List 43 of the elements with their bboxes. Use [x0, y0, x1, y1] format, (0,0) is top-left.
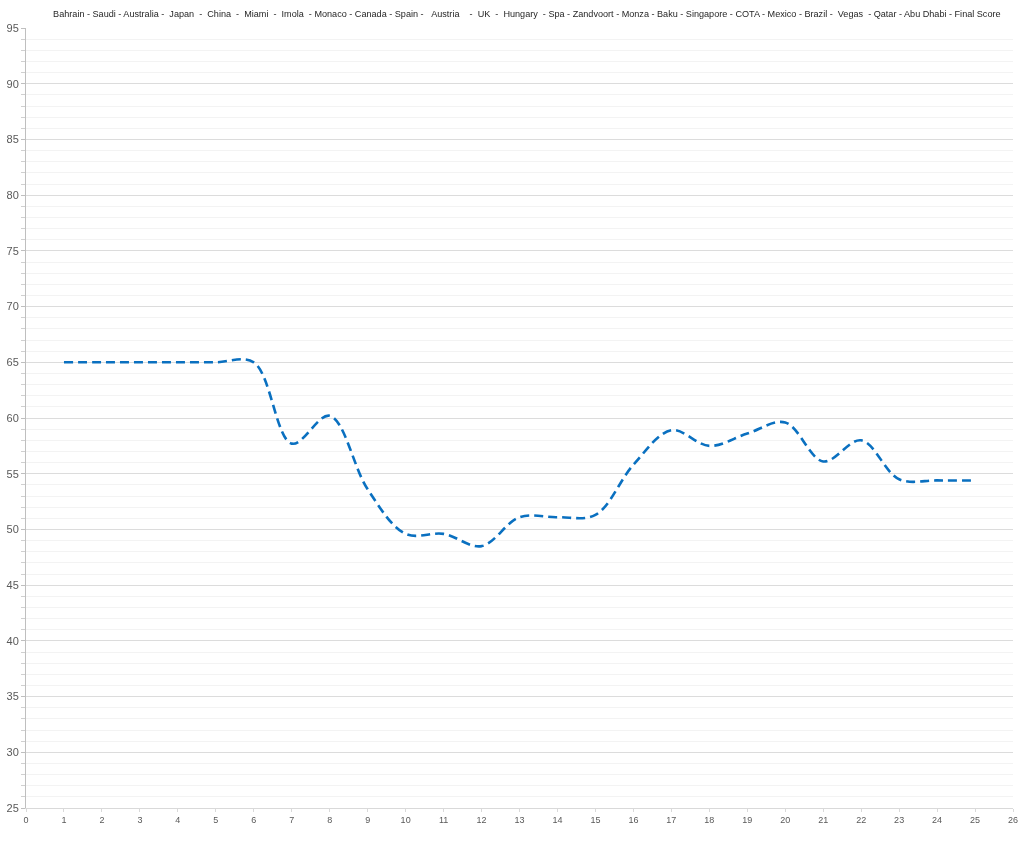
- x-tick-label: 21: [818, 814, 829, 825]
- x-tick-label: 12: [476, 814, 487, 825]
- x-tick-label: 26: [1007, 814, 1019, 825]
- x-tick-label: 7: [289, 814, 295, 825]
- y-tick-label: 80: [6, 188, 19, 201]
- y-tick-label: 65: [6, 356, 19, 369]
- x-tick-label: 3: [137, 814, 143, 825]
- x-tick-label: 4: [175, 814, 181, 825]
- y-tick-label: 75: [6, 244, 19, 257]
- y-tick-label: 25: [6, 801, 19, 814]
- x-tick-label: 13: [514, 814, 525, 825]
- x-tick-label: 19: [742, 814, 753, 825]
- x-tick-label: 6: [251, 814, 257, 825]
- x-tick-label: 24: [932, 814, 943, 825]
- x-tick-label: 22: [856, 814, 867, 825]
- x-tick-label: 17: [666, 814, 677, 825]
- y-tick-label: 30: [6, 746, 19, 759]
- x-tick-label: 25: [970, 814, 981, 825]
- x-tick-label: 9: [365, 814, 371, 825]
- y-tick-label: 70: [6, 300, 19, 313]
- y-tick-label: 95: [6, 21, 19, 34]
- y-tick-label: 60: [6, 411, 19, 424]
- x-tick-label: 23: [894, 814, 905, 825]
- x-tick-label: 1: [61, 814, 67, 825]
- y-tick-label: 90: [6, 77, 19, 90]
- x-tick-label: 14: [552, 814, 563, 825]
- x-tick-label: 18: [704, 814, 715, 825]
- y-tick-label: 45: [6, 578, 19, 591]
- x-tick-label: 0: [23, 814, 29, 825]
- y-tick-label: 85: [6, 133, 19, 146]
- x-tick-label: 15: [590, 814, 601, 825]
- x-tick-label: 10: [400, 814, 411, 825]
- x-tick-label: 8: [327, 814, 333, 825]
- y-tick-label: 55: [6, 467, 19, 480]
- chart-title: Bahrain - Saudi - Australia - Japan - China - Miami - Imola - Monaco - Canada - Spain - Austria - UK - Hungary - Spa - Zandvoort - Monza - Baku - Singapore - COTA - Mexico - Brazil - Vegas - Qatar - Abu Dhabi - Final Score: [53, 8, 1001, 19]
- y-tick-label: 35: [6, 690, 19, 703]
- x-tick-label: 2: [99, 814, 105, 825]
- y-tick-label: 50: [6, 523, 19, 536]
- x-tick-label: 16: [628, 814, 639, 825]
- x-tick-label: 11: [438, 814, 449, 825]
- x-tick-label: 5: [213, 814, 219, 825]
- y-tick-label: 40: [6, 634, 19, 647]
- x-tick-label: 20: [780, 814, 791, 825]
